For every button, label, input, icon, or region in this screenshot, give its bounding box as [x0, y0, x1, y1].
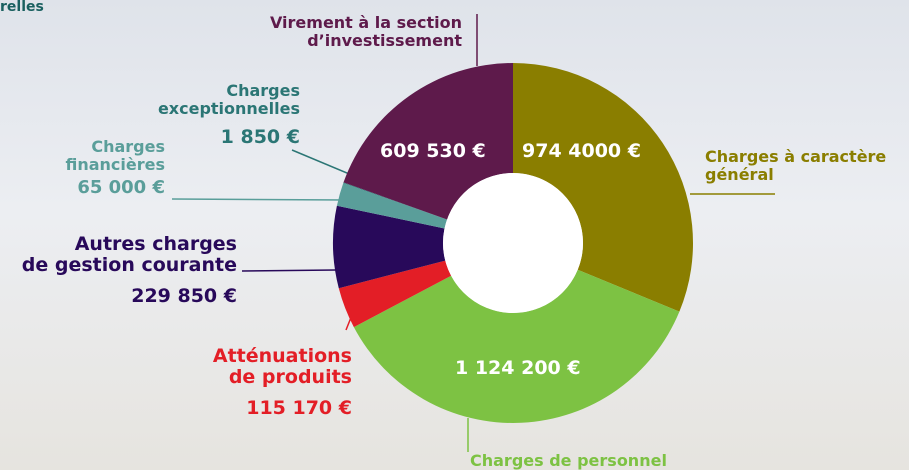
leader-line [242, 270, 336, 271]
value-label: 1 124 200 € [455, 358, 581, 379]
category-label: Charges financières [65, 138, 165, 173]
category-label: Charges exceptionnelles [158, 82, 300, 117]
value-label: 1 850 € [221, 127, 300, 148]
category-label: Virement à la section d’investissement [270, 14, 462, 49]
donut-hole [443, 173, 583, 313]
value-label: 974 4000 € [522, 141, 641, 162]
category-label: Autres charges de gestion courante [22, 234, 237, 276]
value-label: 609 530 € [380, 141, 486, 162]
value-label: 65 000 € [77, 178, 165, 198]
value-label: 115 170 € [246, 398, 352, 419]
page: relles Charges à caractère général 974 40… [0, 0, 909, 470]
leader-line [172, 199, 348, 200]
category-label: Charges à caractère général [705, 148, 886, 183]
value-label: 229 850 € [131, 286, 237, 307]
clipped-heading: relles [0, 0, 44, 15]
category-label: Atténuations de produits [213, 346, 352, 388]
category-label: Charges de personnel [470, 452, 667, 470]
